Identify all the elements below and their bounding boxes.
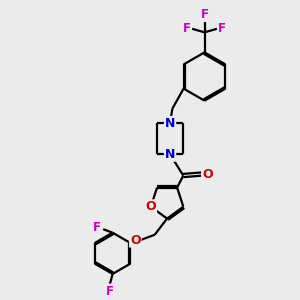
Text: N: N: [165, 148, 175, 161]
Text: O: O: [202, 168, 213, 181]
Text: F: F: [93, 221, 101, 234]
Text: F: F: [106, 284, 114, 298]
Text: F: F: [200, 8, 208, 21]
Text: O: O: [146, 200, 156, 213]
Text: N: N: [165, 117, 175, 130]
Text: F: F: [218, 22, 226, 35]
Text: O: O: [130, 234, 141, 247]
Text: F: F: [183, 22, 191, 35]
